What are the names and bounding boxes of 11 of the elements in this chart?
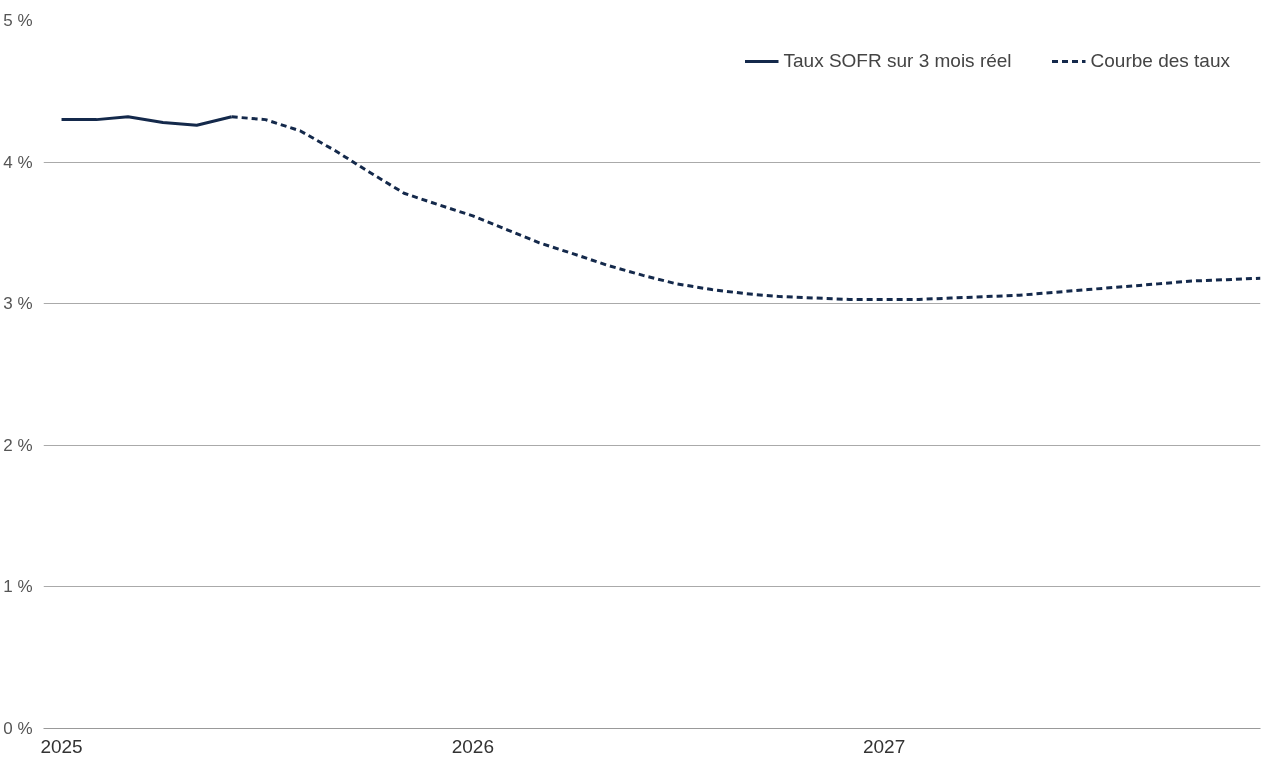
y-tick-label: 1 %	[3, 577, 33, 597]
x-tick-label: 2027	[863, 735, 906, 757]
x-tick-label: 2025	[40, 735, 83, 757]
x-tick-label: 2026	[451, 735, 494, 757]
y-tick-label: 3 %	[3, 294, 33, 314]
y-tick-label: 0 %	[3, 719, 33, 738]
y-tick-label: 4 %	[3, 152, 33, 172]
y-tick-label: 2 %	[3, 435, 33, 455]
y-tick-label: 5 %	[3, 11, 33, 30]
legend-label: Taux SOFR sur 3 mois réel	[783, 50, 1012, 72]
legend-label: Courbe des taux	[1090, 50, 1230, 72]
